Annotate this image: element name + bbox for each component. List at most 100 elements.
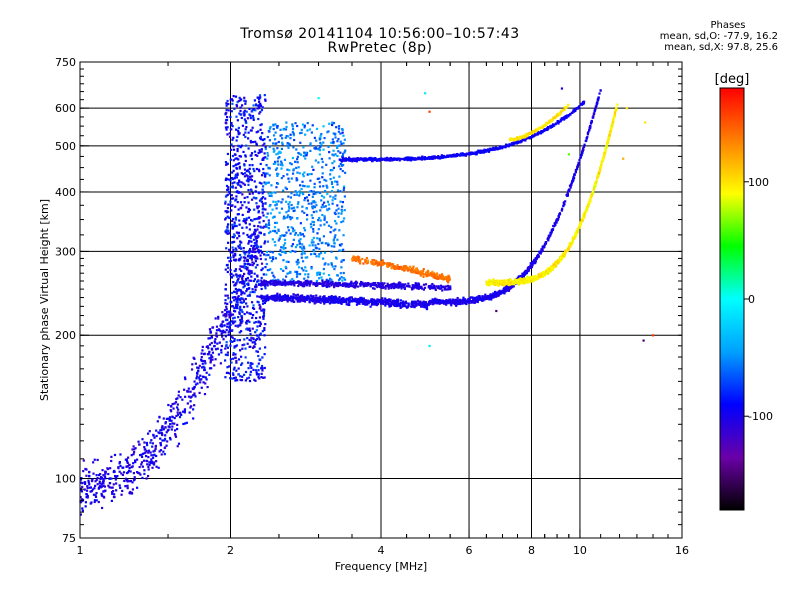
echo-point (310, 280, 313, 283)
echo-point (486, 296, 490, 300)
echo-point (169, 423, 172, 426)
echo-point (243, 163, 246, 166)
echo-point (229, 377, 232, 380)
echo-point (394, 299, 397, 303)
echo-point (243, 168, 247, 171)
echo-point (145, 454, 148, 458)
echo-point (509, 280, 512, 283)
echo-point (249, 114, 252, 117)
echo-point (254, 257, 257, 260)
echo-point (341, 279, 344, 282)
echo-point (193, 392, 196, 395)
echo-point (306, 185, 309, 188)
echo-point (248, 192, 251, 195)
echo-point (312, 200, 316, 203)
echo-point (507, 279, 510, 282)
echo-point (444, 302, 447, 305)
echo-point (399, 306, 402, 309)
echo-point (325, 184, 328, 187)
echo-point (252, 368, 255, 372)
echo-point (257, 234, 260, 237)
echo-point (253, 244, 256, 248)
echo-point (141, 438, 144, 441)
echo-point (311, 200, 314, 203)
echo-point (138, 472, 141, 475)
echo-point (294, 297, 297, 300)
echo-point (242, 282, 245, 285)
echo-point (301, 173, 305, 176)
echo-point (445, 285, 448, 288)
echo-point (558, 260, 561, 263)
echo-point (329, 173, 332, 176)
echo-point (226, 193, 229, 196)
echo-point (499, 292, 503, 295)
echo-point (384, 287, 387, 290)
echo-point (338, 175, 341, 178)
echo-point (386, 282, 389, 285)
echo-point (234, 173, 238, 176)
echo-point (291, 227, 295, 230)
echo-point (304, 280, 307, 283)
echo-point (140, 463, 143, 466)
echo-point (208, 337, 211, 340)
echo-point (372, 298, 375, 301)
echo-point (331, 153, 334, 156)
echo-point (342, 234, 345, 237)
echo-point (263, 328, 266, 332)
echo-point (437, 300, 440, 304)
echo-point (227, 223, 230, 226)
echo-point (250, 250, 253, 253)
echo-point (567, 190, 570, 193)
echo-point (230, 98, 234, 101)
echo-point (220, 332, 223, 336)
echo-point (353, 286, 357, 289)
echo-point (85, 496, 88, 499)
echo-point (253, 169, 256, 173)
echo-point (176, 423, 179, 426)
echo-point (184, 395, 187, 398)
echo-point (130, 454, 133, 457)
echo-point (171, 402, 174, 406)
echo-point (84, 501, 88, 504)
echo-point (93, 458, 96, 461)
echo-point (310, 189, 313, 193)
echo-point (362, 285, 365, 288)
echo-point (260, 268, 263, 272)
echo-point (329, 177, 332, 181)
echo-point (263, 138, 266, 141)
echo-point (599, 166, 602, 170)
echo-point (248, 240, 251, 243)
echo-point (330, 181, 334, 184)
echo-point (360, 280, 363, 284)
echo-point (375, 303, 378, 307)
echo-point (265, 298, 268, 301)
echo-point (291, 298, 294, 301)
echo-point (609, 130, 612, 133)
echo-point (588, 129, 591, 132)
echo-point (326, 192, 329, 196)
echo-point (259, 162, 262, 166)
echo-point (236, 101, 239, 104)
echo-point (198, 364, 201, 367)
echo-point (179, 396, 182, 399)
echo-point (262, 311, 265, 314)
echo-point (322, 297, 325, 301)
echo-point (104, 470, 107, 473)
echo-point (352, 284, 355, 287)
echo-point (308, 296, 311, 299)
echo-point (79, 478, 82, 481)
echo-point (263, 152, 266, 155)
echo-point (213, 344, 216, 348)
echo-point (332, 166, 336, 169)
echo-point (244, 297, 247, 301)
echo-point (585, 207, 588, 210)
echo-point (256, 228, 259, 231)
echo-point (331, 162, 334, 165)
echo-point (569, 186, 572, 189)
echo-point (473, 301, 476, 304)
echo-point (257, 205, 260, 208)
echo-point (184, 377, 187, 381)
echo-point (297, 166, 300, 169)
echo-point (332, 149, 335, 152)
echo-point (328, 277, 332, 280)
